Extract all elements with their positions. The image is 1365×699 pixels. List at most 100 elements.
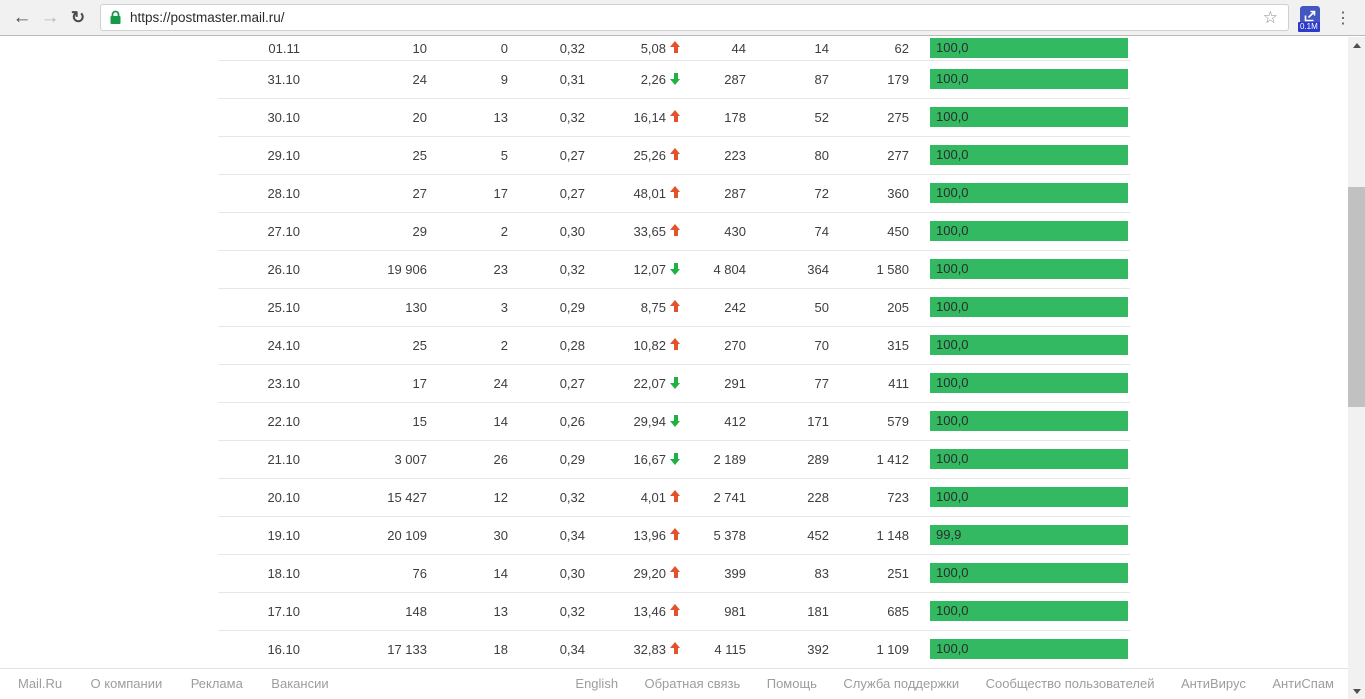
value-cell: 130 <box>300 288 427 327</box>
arrow-up-icon <box>670 299 681 313</box>
value-cell: 1 109 <box>829 630 909 668</box>
value-cell: 0,30 <box>508 212 585 251</box>
value-cell: 20 <box>300 98 427 137</box>
date-cell: 22.10 <box>218 402 300 441</box>
value-cell: 1 580 <box>829 250 909 289</box>
back-icon[interactable]: ← <box>12 6 32 28</box>
arrow-up-icon <box>670 40 681 54</box>
footer-link-community[interactable]: Сообщество пользователей <box>985 676 1155 691</box>
value-cell: 5 <box>427 136 508 175</box>
footer-link-mailru[interactable]: Mail.Ru <box>18 676 63 691</box>
value-cell: 364 <box>746 250 829 289</box>
footer-link-antispam[interactable]: АнтиСпам <box>1272 676 1334 691</box>
value-cell: 399 <box>681 554 746 593</box>
value-cell: 18 <box>427 630 508 668</box>
value-cell: 287 <box>681 174 746 213</box>
value-cell: 360 <box>829 174 909 213</box>
delivery-rate-bar: 100,0 <box>930 487 1128 507</box>
address-bar[interactable]: https://postmaster.mail.ru/ ☆ <box>100 4 1289 31</box>
date-cell: 24.10 <box>218 326 300 365</box>
date-cell: 17.10 <box>218 592 300 631</box>
footer-link-help[interactable]: Помощь <box>766 676 817 691</box>
value-cell: 287 <box>681 60 746 99</box>
value-cell: 228 <box>746 478 829 517</box>
percent-cell: 29,20 <box>585 554 681 593</box>
footer-link-support[interactable]: Служба поддержки <box>843 676 960 691</box>
date-cell: 20.10 <box>218 478 300 517</box>
delivery-bar-cell: 100,0 <box>909 592 1130 631</box>
value-cell: 452 <box>746 516 829 555</box>
percent-cell: 4,01 <box>585 478 681 517</box>
delivery-rate-bar: 100,0 <box>930 221 1128 241</box>
value-cell: 15 <box>300 402 427 441</box>
delivery-bar-cell: 100,0 <box>909 630 1130 668</box>
scroll-down-icon[interactable] <box>1348 683 1365 699</box>
percent-cell: 12,07 <box>585 250 681 289</box>
value-cell: 17 133 <box>300 630 427 668</box>
arrow-down-icon <box>670 452 681 465</box>
value-cell: 242 <box>681 288 746 327</box>
arrow-down-icon <box>670 72 681 85</box>
arrow-up-icon <box>670 109 681 123</box>
delivery-rate-bar: 100,0 <box>930 449 1128 469</box>
value-cell: 315 <box>829 326 909 365</box>
value-cell: 0,31 <box>508 60 585 99</box>
value-cell: 19 906 <box>300 250 427 289</box>
value-cell: 179 <box>829 60 909 99</box>
table-row: 25.10 130 3 0,29 8,75 242 50 205 100,0 <box>218 288 1130 327</box>
value-cell: 277 <box>829 136 909 175</box>
table-row: 28.10 27 17 0,27 48,01 287 72 360 100,0 <box>218 174 1130 213</box>
extension-arrow-icon <box>1300 5 1320 26</box>
percent-cell: 32,83 <box>585 630 681 668</box>
value-cell: 0,28 <box>508 326 585 365</box>
value-cell: 685 <box>829 592 909 631</box>
forward-icon[interactable]: → <box>40 6 60 28</box>
date-cell: 26.10 <box>218 250 300 289</box>
value-cell: 27 <box>300 174 427 213</box>
value-cell: 9 <box>427 60 508 99</box>
arrow-down-icon <box>670 262 681 275</box>
value-cell: 25 <box>300 326 427 365</box>
footer-link-company[interactable]: О компании <box>90 676 163 691</box>
value-cell: 24 <box>427 364 508 403</box>
delivery-bar-cell: 100,0 <box>909 98 1130 137</box>
delivery-rate-bar: 100,0 <box>930 107 1128 127</box>
value-cell: 223 <box>681 136 746 175</box>
footer-link-jobs[interactable]: Вакансии <box>271 676 329 691</box>
table-row: 18.10 76 14 0,30 29,20 399 83 251 100,0 <box>218 554 1130 593</box>
delivery-rate-bar: 100,0 <box>930 297 1128 317</box>
percent-cell: 48,01 <box>585 174 681 213</box>
value-cell: 87 <box>746 60 829 99</box>
value-cell: 50 <box>746 288 829 327</box>
menu-icon[interactable]: ⋮ <box>1335 9 1351 27</box>
bookmark-star-icon[interactable]: ☆ <box>1262 7 1278 27</box>
percent-cell: 13,46 <box>585 592 681 631</box>
delivery-rate-bar: 100,0 <box>930 335 1128 355</box>
table-row: 21.10 3 007 26 0,29 16,67 2 189 289 1 41… <box>218 440 1130 479</box>
table-row: 24.10 25 2 0,28 10,82 270 70 315 100,0 <box>218 326 1130 365</box>
footer-link-ads[interactable]: Реклама <box>190 676 243 691</box>
footer-link-english[interactable]: English <box>575 676 619 691</box>
scrollbar-thumb[interactable] <box>1348 187 1365 407</box>
alexa-extension-icon[interactable]: 0.1M <box>1298 5 1323 32</box>
value-cell: 74 <box>746 212 829 251</box>
date-cell: 28.10 <box>218 174 300 213</box>
scroll-up-icon[interactable] <box>1348 37 1365 53</box>
date-cell: 31.10 <box>218 60 300 99</box>
reload-icon[interactable]: ↻ <box>70 7 86 27</box>
value-cell: 0,30 <box>508 554 585 593</box>
secure-lock-icon <box>110 10 121 24</box>
delivery-rate-bar: 100,0 <box>930 259 1128 279</box>
table-row: 16.10 17 133 18 0,34 32,83 4 115 392 1 1… <box>218 630 1130 668</box>
table-row: 27.10 29 2 0,30 33,65 430 74 450 100,0 <box>218 212 1130 251</box>
value-cell: 12 <box>427 478 508 517</box>
delivery-bar-cell: 100,0 <box>909 440 1130 479</box>
value-cell: 412 <box>681 402 746 441</box>
value-cell: 2 741 <box>681 478 746 517</box>
table-row: 30.10 20 13 0,32 16,14 178 52 275 100,0 <box>218 98 1130 137</box>
arrow-up-icon <box>670 337 681 351</box>
value-cell: 20 109 <box>300 516 427 555</box>
footer-link-feedback[interactable]: Обратная связь <box>644 676 741 691</box>
date-cell: 27.10 <box>218 212 300 251</box>
footer-link-antivirus[interactable]: АнтиВирус <box>1180 676 1246 691</box>
